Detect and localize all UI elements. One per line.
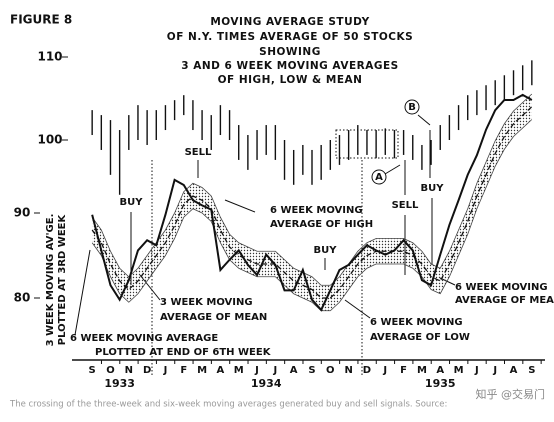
x-tick-label: J [382, 365, 387, 376]
annotation: BUY [421, 183, 445, 194]
annotation: AVERAGE OF HIGH [270, 219, 373, 230]
x-tick-label: A [510, 365, 518, 376]
x-tick-label: M [234, 365, 244, 376]
annotation: 6 WEEK MOVING AVERAGE [70, 333, 218, 344]
y-tick-label: 80 [14, 291, 31, 305]
annotation: AVERAGE OF MEAN [160, 312, 267, 323]
annotation: SELL [392, 200, 419, 211]
y-tick-label: 90 [14, 206, 31, 220]
x-tick-label: O [106, 365, 115, 376]
marker-circle [404, 99, 420, 115]
subtitle: 3 AND 6 WEEK MOVING AVERAGES [181, 60, 398, 72]
x-tick-label: J [474, 365, 479, 376]
subtitle: OF N.Y. TIMES AVERAGE OF 50 STOCKS [167, 31, 413, 43]
ma-line [91, 119, 533, 312]
subtitle: SHOWING [259, 46, 321, 58]
x-tick-label: M [197, 365, 207, 376]
y2-tick-label: 110 [37, 50, 62, 64]
y-label: PLOTTED AT 3RD WEEK [57, 214, 68, 346]
x-tick-label: J [254, 365, 259, 376]
x-tick-label: A [290, 365, 298, 376]
year-label: 1934 [251, 377, 282, 390]
x-tick-label: A [436, 365, 444, 376]
x-tick-label: N [344, 365, 352, 376]
x-tick-label: M [417, 365, 427, 376]
watermark: 知乎 @交易门 [476, 387, 546, 401]
x-tick-label: S [308, 365, 315, 376]
annotation: AVERAGE OF LOW [370, 332, 470, 343]
annotation: BUY [314, 245, 338, 256]
annotation: AVERAGE OF MEAN [455, 295, 554, 306]
year-label: 1935 [425, 377, 456, 390]
figure-label: FIGURE 8 [10, 13, 72, 27]
x-tick-label: F [180, 365, 187, 376]
x-tick-label: J [163, 365, 168, 376]
x-tick-label: J [272, 365, 277, 376]
range-box [335, 129, 399, 159]
ma-line [91, 106, 533, 299]
annotation: B [408, 102, 416, 113]
ma-line [91, 93, 533, 286]
x-tick-label: F [400, 365, 407, 376]
x-tick-label: O [326, 365, 335, 376]
annotation: BUY [120, 197, 144, 208]
year-label: 1933 [104, 377, 135, 390]
subtitle: OF HIGH, LOW & MEAN [218, 74, 363, 86]
ma-line [91, 93, 533, 312]
x-tick-label: M [454, 365, 464, 376]
annotation: 3 WEEK MOVING [160, 297, 253, 308]
annotation: 6 WEEK MOVING [455, 282, 548, 293]
x-tick-label: N [125, 365, 133, 376]
x-tick-label: D [363, 365, 371, 376]
x-tick-label: J [492, 365, 497, 376]
annotation: SELL [185, 147, 212, 158]
band-fill [92, 94, 532, 311]
y-label: 3 WEEK MOVING AV'GE. [45, 214, 56, 347]
marker-circle [371, 169, 387, 185]
annotation: 6 WEEK MOVING [270, 205, 363, 216]
y2-tick-label: 100 [37, 133, 62, 147]
caption: The crossing of the three-week and six-w… [9, 400, 447, 410]
arrows [74, 114, 456, 336]
x-tick-label: S [528, 365, 535, 376]
x-tick-label: D [143, 365, 151, 376]
annotation: PLOTTED AT END OF 6TH WEEK [95, 347, 272, 358]
x-tick-label: S [89, 365, 96, 376]
annotation: A [375, 172, 383, 183]
chart-title: MOVING AVERAGE STUDY [210, 16, 369, 28]
annotation: 6 WEEK MOVING [370, 317, 463, 328]
x-tick-label: A [217, 365, 225, 376]
